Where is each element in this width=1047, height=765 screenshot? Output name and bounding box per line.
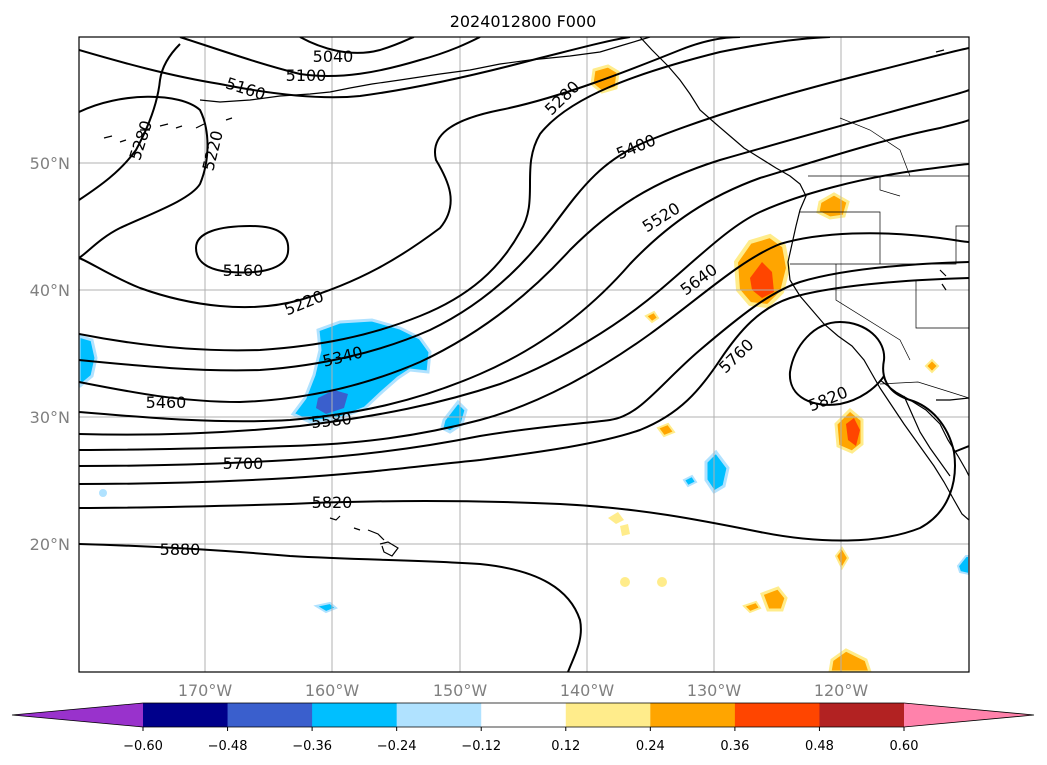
positive-anomaly-baja-core	[846, 418, 860, 446]
colorbar-segment	[227, 703, 313, 727]
map-panel: 5040 5100 5160 5280 5220 5160 5220 5340 …	[79, 37, 969, 672]
contour-label: 5160	[223, 261, 264, 280]
contour-label: 5580	[310, 409, 352, 432]
contour-label: 5460	[146, 393, 187, 412]
contour-label: 5040	[313, 47, 354, 66]
contour-5640	[79, 232, 969, 451]
baja-peninsula	[879, 379, 969, 477]
contour-5160-north	[79, 37, 631, 99]
hawaii-islands	[329, 515, 399, 557]
positive-anomaly-small-b	[620, 524, 630, 536]
colorbar-extend-low	[12, 703, 143, 727]
lon-label: 130°W	[687, 681, 742, 700]
positive-anomaly-south-3	[828, 648, 872, 672]
california-nevada-border	[835, 264, 911, 361]
colorbar-tick-label: −0.60	[123, 739, 163, 754]
colorbar-tick-label: 0.48	[805, 739, 834, 754]
colorbar-segment	[312, 703, 398, 727]
lon-label: 150°W	[433, 681, 488, 700]
colorbar-segment	[396, 703, 482, 727]
lon-label: 140°W	[560, 681, 615, 700]
contour-5820-east	[953, 445, 969, 453]
us-mexico-border	[879, 381, 969, 399]
colorbar-tick-label: 0.24	[636, 739, 665, 754]
negative-anomaly-small-2	[682, 474, 698, 488]
colorbar-tick-label: 0.60	[890, 739, 919, 754]
contour-label: 5700	[223, 454, 264, 473]
colorbar-tick-label: −0.36	[292, 739, 332, 754]
positive-anomaly-small-f	[620, 577, 630, 587]
small-islands	[935, 49, 947, 291]
contour-label: 5880	[160, 540, 201, 559]
positive-anomaly-south-1	[760, 586, 788, 612]
longitude-labels: 170°W 160°W 150°W 140°W 130°W 120°W	[178, 681, 869, 700]
negative-anomaly-small-3	[956, 555, 969, 576]
colorbar-tick-label: 0.12	[551, 739, 580, 754]
colorbar-segment	[143, 703, 229, 727]
contour-5340	[79, 37, 831, 352]
height-contours	[79, 37, 969, 672]
colorbar-extend-high	[904, 703, 1034, 727]
gridlines	[79, 37, 969, 672]
contour-label: 5820	[312, 493, 353, 512]
colorbar-tick-label: −0.12	[461, 739, 501, 754]
lon-label: 170°W	[178, 681, 233, 700]
colorbar-segment	[734, 703, 820, 727]
contour-5160-closed	[194, 224, 290, 274]
contour-5280-west	[79, 43, 181, 201]
lat-label: 40°N	[30, 281, 70, 300]
positive-anomaly-small-d	[644, 310, 660, 324]
positive-anomaly-south-4	[834, 546, 850, 571]
colorbar-segment	[650, 703, 736, 727]
colorbar-tick-label: 0.36	[720, 739, 749, 754]
contour-5400	[79, 47, 969, 372]
contour-5580	[79, 163, 969, 436]
negative-anomaly-dot	[99, 489, 107, 497]
oregon-california-border	[790, 225, 969, 265]
alaska-panhandle-bc-coast	[639, 37, 969, 521]
colorbar-tick-label: −0.24	[377, 739, 417, 754]
lon-label: 160°W	[305, 681, 360, 700]
colorbar-segment	[481, 703, 567, 727]
contour-5820-main	[79, 320, 956, 542]
contour-5040	[299, 37, 415, 54]
contour-label: 5100	[286, 66, 327, 85]
lon-label: 120°W	[814, 681, 869, 700]
map-title: 2024012800 F000	[450, 12, 597, 31]
positive-anomaly-small-g	[657, 577, 667, 587]
contour-5760	[79, 277, 969, 485]
lat-label: 20°N	[30, 535, 70, 554]
contour-5700	[79, 261, 969, 467]
negative-anomaly-small-1	[313, 601, 338, 614]
positive-anomaly-california-core	[750, 262, 774, 298]
contour-5220-east	[79, 37, 741, 309]
negative-anomaly-130w	[704, 449, 730, 495]
contour-5520	[79, 119, 969, 423]
colorbar-segment	[565, 703, 651, 727]
contour-5460	[79, 89, 969, 404]
lat-label: 30°N	[30, 408, 70, 427]
colorbar-tick-label: −0.48	[208, 739, 248, 754]
latitude-labels: 50°N 40°N 30°N 20°N	[30, 154, 70, 554]
gulf-california	[936, 397, 969, 401]
colorbar-segment	[819, 703, 905, 727]
positive-anomaly-south-2	[742, 600, 762, 614]
arizona-border	[915, 280, 969, 329]
positive-anomaly-small-a	[608, 512, 624, 524]
positive-anomaly-small-e	[924, 358, 940, 374]
contour-5100	[179, 37, 481, 78]
map-frame	[78, 36, 970, 673]
positive-anomaly-small-c	[656, 422, 676, 438]
washington-oregon-border	[800, 211, 881, 264]
contour-5880	[79, 543, 582, 672]
alaska-aleutian-coast	[199, 37, 651, 103]
lat-label: 50°N	[30, 154, 70, 173]
colorbar: −0.60 −0.48 −0.36 −0.24 −0.12 0.12 0.24 0.36 0.4…	[11, 702, 1035, 754]
